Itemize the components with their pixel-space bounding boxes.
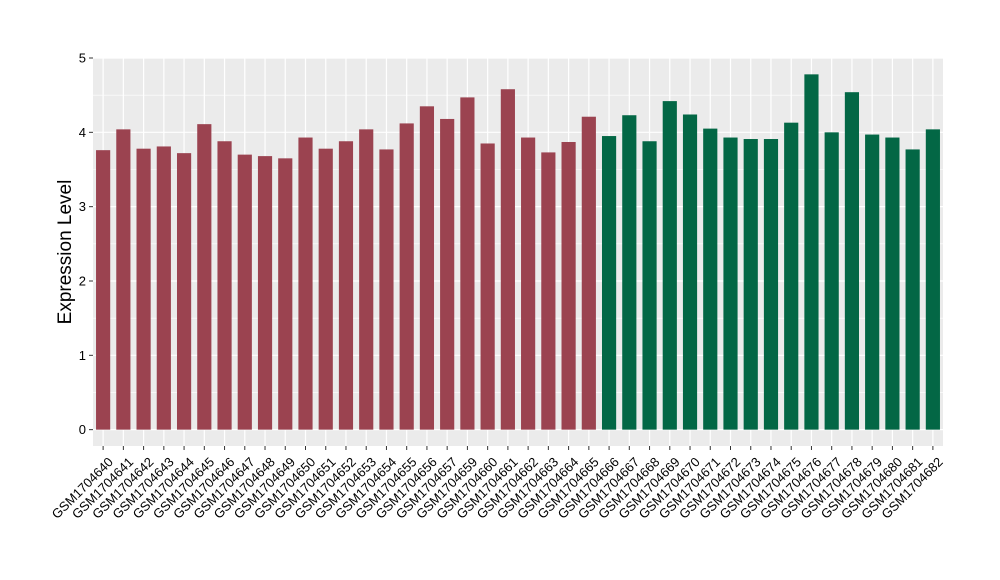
bar-GSM1704647 [237,154,252,430]
bar-GSM1704673 [743,139,758,430]
y-tick-label: 0 [79,422,86,437]
bar-GSM1704663 [541,152,556,430]
bar-GSM1704666 [601,136,617,430]
y-tick-label: 5 [79,51,86,66]
bar-GSM1704653 [359,129,374,430]
bar-GSM1704648 [257,156,273,430]
bar-GSM1704677 [824,132,839,430]
bar-GSM1704681 [905,149,920,430]
bar-GSM1704656 [419,106,435,430]
bar-GSM1704669 [662,101,677,430]
bar-GSM1704674 [763,139,779,430]
bar-GSM1704675 [784,122,799,430]
bar-GSM1704640 [96,150,111,430]
bar-GSM1704682 [925,129,940,430]
bar-GSM1704659 [460,97,475,430]
bar-GSM1704644 [176,153,192,430]
bar-GSM1704652 [338,141,354,430]
bar-GSM1704679 [865,134,880,430]
y-tick-label: 2 [79,273,86,288]
plot-panel [93,58,943,446]
bar-GSM1704657 [440,118,455,430]
bar-GSM1704670 [682,114,698,430]
y-tick-label: 1 [79,348,86,363]
bar-GSM1704660 [480,143,495,430]
x-axis: GSM1704640GSM1704641GSM1704642GSM1704643… [49,446,946,522]
y-tick-label: 3 [79,199,86,214]
bar-GSM1704668 [642,141,657,430]
bar-GSM1704646 [217,141,232,430]
bar-GSM1704676 [804,74,819,430]
bar-GSM1704655 [399,123,414,430]
bar-GSM1704665 [581,116,596,430]
bar-GSM1704651 [318,148,333,430]
bar-GSM1704650 [298,137,313,430]
bars [96,74,940,430]
bar-GSM1704641 [116,129,131,430]
bar-GSM1704672 [723,137,738,430]
bar-GSM1704678 [844,92,860,430]
y-axis: 0 1 2 3 4 5 [79,51,93,437]
bar-GSM1704671 [703,128,718,430]
bar-GSM1704680 [885,137,900,430]
bar-GSM1704662 [521,137,536,430]
bar-GSM1704642 [136,148,151,430]
bar-GSM1704667 [622,115,637,430]
y-tick-label: 4 [79,125,86,140]
bar-GSM1704649 [278,158,293,430]
bar-GSM1704645 [197,124,212,430]
bar-GSM1704654 [379,149,394,430]
bar-GSM1704664 [561,141,576,430]
bar-GSM1704643 [156,146,171,430]
y-axis-title: Expression Level [55,180,76,325]
bar-GSM1704661 [500,89,515,430]
